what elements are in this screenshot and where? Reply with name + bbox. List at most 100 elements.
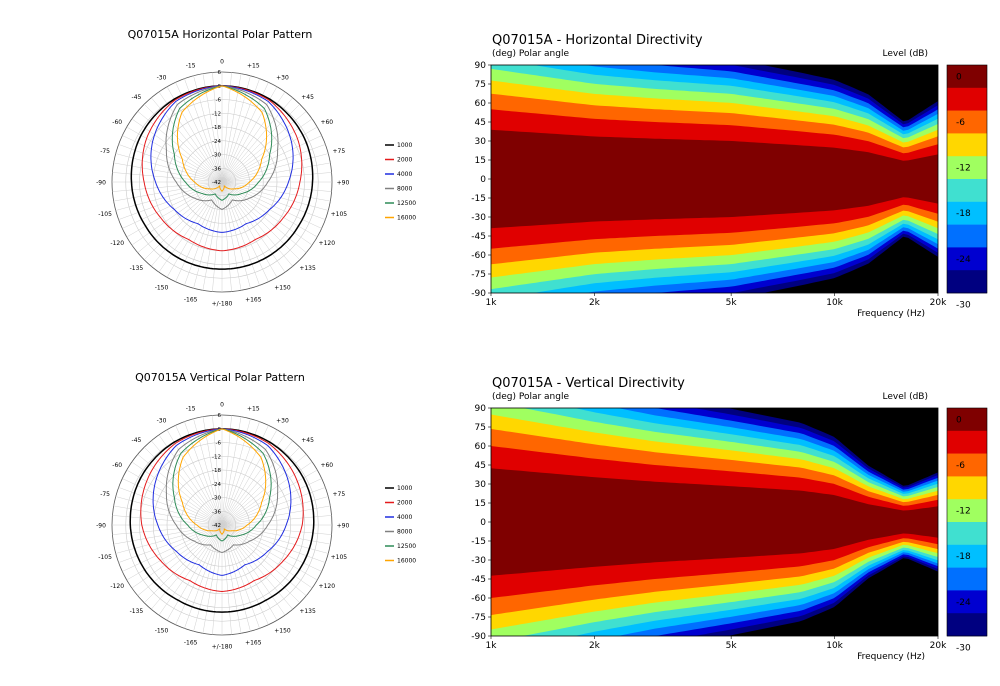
polar-legend: 1000 2000 4000 8000 12500 16000: [385, 485, 416, 565]
polar-spoke: [221, 415, 232, 526]
polar-angle-label: -135: [130, 608, 144, 615]
polar-radial-label: -30: [212, 496, 221, 502]
colorbar-tick-label: -18: [956, 552, 971, 562]
polar-curve-16000: [176, 85, 268, 192]
colorbar-segment: [947, 567, 987, 591]
colorbar-segment: [947, 110, 987, 134]
y-tick-label: 60: [475, 99, 487, 109]
y-tick-label: -15: [471, 194, 486, 204]
colorbar-frame: [946, 64, 988, 294]
polar-angle-label: -105: [98, 211, 112, 218]
legend-entry: 8000: [397, 186, 412, 193]
polar-curve-1000: [130, 85, 314, 270]
legend-entry: 2000: [397, 500, 412, 507]
polar-spoke: [113, 181, 223, 202]
y-tick-label: 0: [480, 175, 486, 185]
polar-angle-label: +105: [331, 554, 348, 561]
vertical-directivity-chart: Q07015A - Vertical Directivity (deg) Pol…: [471, 376, 988, 662]
vertical-polar-chart: Q07015A Vertical Polar Pattern 0 +15 +30 +4…: [96, 371, 416, 651]
polar-spoke: [221, 181, 322, 229]
colorbar-segment: [947, 156, 987, 180]
polar-spoke: [221, 524, 313, 589]
y-tick-label: -30: [471, 556, 486, 566]
polar-spoke: [166, 86, 223, 183]
polar-angle-label: -75: [100, 491, 110, 498]
polar-radial-label: -42: [212, 523, 221, 529]
polar-radial-label: -36: [212, 509, 221, 515]
polar-angle-label: -165: [184, 296, 198, 303]
polar-spoke: [221, 144, 326, 183]
polar-curve-4000: [150, 85, 294, 233]
horizontal-directivity-chart: Q07015A - Horizontal Directivity (deg) P…: [471, 33, 988, 319]
heatmap-band: [491, 129, 938, 229]
polar-spoke: [131, 461, 223, 526]
polar-spoke: [221, 75, 251, 183]
colorbar-segment: [947, 179, 987, 203]
polar-angle-label: +45: [301, 437, 314, 444]
polar-angle-label: +75: [333, 491, 346, 498]
polar-spoke: [202, 181, 223, 291]
polar-curve-2000: [140, 428, 304, 593]
polar-angle-label: +30: [276, 418, 289, 425]
polar-grid: 0 +15 +30 +45 +60 +75 +90 +105 +120 +135 +150 +165 +…: [96, 59, 349, 308]
polar-angle-label: 0: [220, 59, 224, 66]
polar-curve-8000: [165, 85, 279, 211]
polar-angle-label: -120: [110, 240, 124, 247]
colorbar-segment: [947, 476, 987, 500]
polar-spoke: [184, 524, 223, 629]
polar-angle-label: +30: [276, 75, 289, 82]
polar-spoke: [221, 181, 313, 246]
polar-curve-12500: [172, 428, 272, 542]
polar-spoke: [221, 524, 269, 625]
polar-spoke: [221, 181, 286, 273]
y-tick-label: 90: [475, 404, 487, 414]
x-tick-label: 1k: [486, 641, 498, 651]
polar-radial-label: -6: [216, 441, 222, 447]
polar-angle-label: +/-180: [212, 301, 233, 308]
polar-spoke: [221, 487, 326, 526]
polar-angle-label: -105: [98, 554, 112, 561]
polar-spoke: [221, 524, 260, 629]
polar-spoke: [221, 524, 278, 621]
legend-entry: 12500: [397, 200, 416, 207]
polar-spoke: [131, 118, 223, 183]
colorbar-segment: [947, 430, 987, 454]
polar-spoke: [221, 91, 286, 183]
polar-spoke: [144, 524, 223, 603]
polar-spoke: [221, 135, 322, 183]
y-tick-label: 45: [475, 461, 486, 471]
polar-spoke: [221, 461, 313, 526]
polar-spoke: [221, 111, 307, 183]
polar-spoke: [221, 434, 286, 526]
polar-angle-label: -120: [110, 583, 124, 590]
directivity-heatmap: [491, 408, 938, 636]
colorbar-segment: [947, 65, 987, 89]
polar-spoke: [175, 181, 223, 282]
polar-spoke: [113, 524, 223, 545]
directivity-heatmap: [491, 65, 938, 293]
y-tick-label: 90: [475, 61, 487, 71]
y-tick-label: 15: [475, 156, 486, 166]
polar-spoke: [221, 181, 331, 202]
polar-angle-label: +150: [274, 627, 291, 634]
colorbar-tick-label: -24: [956, 598, 971, 608]
polar-spoke: [193, 75, 223, 183]
colorbar-segment: [947, 133, 987, 157]
polar-spoke: [221, 181, 269, 282]
legend-entry: 12500: [397, 543, 416, 550]
polar-spoke: [221, 181, 251, 289]
polar-spoke: [112, 181, 223, 192]
x-tick-label: 5k: [726, 298, 738, 308]
polar-spoke: [221, 524, 331, 545]
colorbar-segment: [947, 87, 987, 111]
polar-spoke: [202, 524, 223, 634]
polar-angle-label: -30: [157, 75, 167, 82]
polar-spoke: [221, 524, 251, 632]
legend-entry: 1000: [397, 142, 412, 149]
polar-spoke: [221, 454, 307, 526]
polar-angle-label: -150: [155, 284, 169, 291]
polar-spoke: [221, 118, 313, 183]
polar-spoke: [158, 181, 223, 273]
